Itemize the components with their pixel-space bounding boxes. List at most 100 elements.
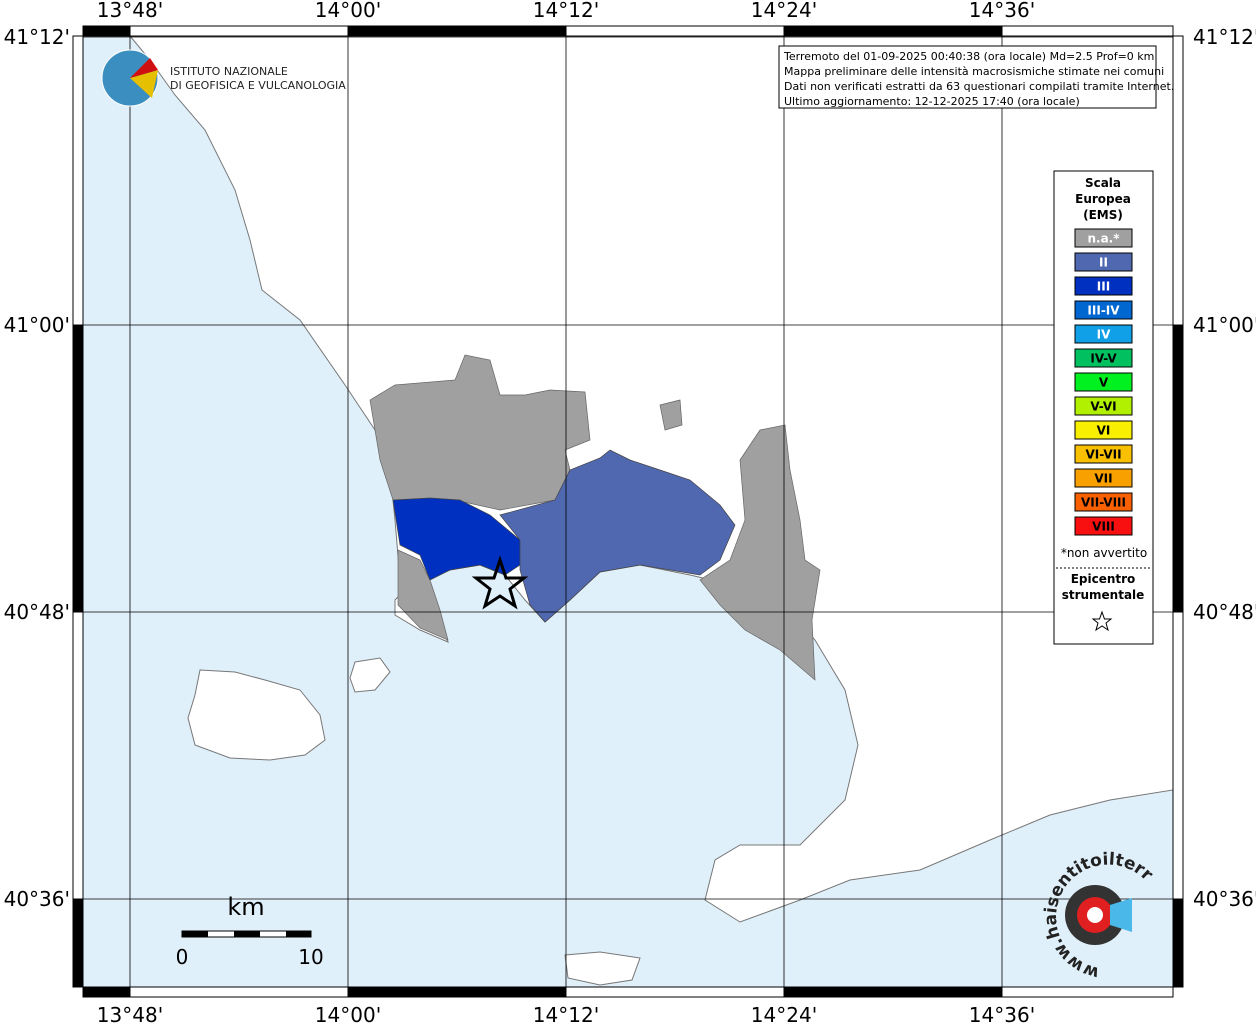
legend-label: VI [1097,424,1111,438]
lon-label: 14°36' [969,1003,1035,1024]
lon-label: 14°24' [751,1003,817,1024]
border-segment [72,324,84,613]
lon-label: 13°48' [97,0,163,22]
legend-swatch [1074,276,1133,296]
logo-text: DI GEOFISICA E VULCANOLOGIA [170,79,346,92]
legend-swatch [1074,492,1133,512]
legend-label: V-VI [1090,400,1116,414]
area-na-3 [659,399,683,431]
lat-label: 40°48' [4,600,70,624]
legend-label: IV-V [1090,352,1117,366]
legend-swatch [1074,396,1133,416]
scale-unit: km [227,893,264,921]
info-box-frame [778,45,1157,109]
legend-note: *non avvertito [1061,546,1147,560]
border-segment [783,25,1003,37]
legend-label: VIII [1092,520,1115,534]
info-line: Mappa preliminare delle intensità macros… [784,65,1164,78]
legend-title: Europea [1075,192,1131,206]
border-segment [1001,25,1174,37]
scale-bar-seg [286,931,311,937]
legend-swatch [1074,348,1133,368]
border-segment [129,25,349,37]
legend-swatch [1074,444,1133,464]
info-line: Ultimo aggiornamento: 12-12-2025 17:40 (… [784,95,1080,108]
logo-text: ISTITUTO NAZIONALE [170,65,288,78]
border-segment [783,986,1003,998]
border-segment [1172,35,1184,326]
border-segment [565,986,785,998]
scale-label: 10 [298,945,323,969]
legend: Scala Europea (EMS) *non avvertito Epice… [1053,170,1154,645]
legend-swatch [1074,372,1133,392]
scale-bar-seg [234,931,260,937]
island-ischia [187,669,326,761]
legend-title: Scala [1085,176,1121,190]
ingv-logo: ISTITUTO NAZIONALE DI GEOFISICA E VULCAN… [101,49,346,107]
lon-label: 14°00' [315,1003,381,1024]
legend-epicenter: strumentale [1062,588,1145,602]
frame: 13°48' 13°48' 14°00' 14°00' 14°12' 14°12' 14°2… [4,0,1256,1027]
border-segment [82,986,131,998]
island-procida [349,657,391,693]
scale-bar-seg [182,931,208,937]
area-na-2 [699,424,821,681]
legend-label: IV [1097,328,1111,342]
border-segment [1172,898,1184,988]
legend-swatch [1074,228,1133,248]
info-line: Dati non verificati estratti da 63 quest… [784,80,1174,93]
legend-label: VII-VIII [1081,496,1126,510]
border-segment [82,25,131,37]
legend-label: n.a.* [1087,232,1120,246]
border-segment [1172,324,1184,613]
legend-swatch [1074,516,1133,536]
border-segment [565,25,785,37]
hst-ring [1087,907,1103,923]
lat-label: 40°36' [1193,887,1256,911]
border-segment [129,986,349,998]
legend-title: (EMS) [1083,208,1123,222]
island-capri [564,951,641,986]
legend-epicenter: Epicentro [1071,572,1136,586]
legend-swatch [1074,252,1133,272]
info-line: Terremoto del 01-09-2025 00:40:38 (ora l… [783,50,1154,63]
legend-swatch [1074,300,1133,320]
area-ii [499,449,736,623]
hst-speaker [1110,898,1132,932]
logo-segment [130,58,158,78]
lon-label: 14°12' [533,1003,599,1024]
lat-label: 41°12' [4,25,70,49]
lat-label: 40°36' [4,887,70,911]
legend-swatch [1074,420,1133,440]
info-box: Terremoto del 01-09-2025 00:40:38 (ora l… [778,45,1174,109]
area-na-4 [397,549,449,641]
logo-segment [130,70,158,98]
epicenter-star [471,555,529,610]
lon-label: 14°24' [751,0,817,22]
legend-label: VII [1094,472,1112,486]
border-segment [1001,986,1174,998]
legend-swatch [1074,468,1133,488]
lon-label: 14°00' [315,0,381,22]
border-segment [72,35,84,326]
legend-label: VI-VII [1085,448,1121,462]
grid [83,36,1173,987]
lon-label: 14°12' [533,0,599,22]
legend-label: V [1099,376,1109,390]
lat-label: 41°12' [1193,25,1256,49]
lon-label: 13°48' [97,1003,163,1024]
legend-label: III-IV [1087,304,1120,318]
legend-star [1091,610,1113,632]
legend-label: II [1099,256,1108,270]
scale-label: 0 [176,945,189,969]
border-segment [72,611,84,900]
legend-label: III [1097,280,1110,294]
border-segment [72,898,84,988]
lat-label: 41°00' [4,313,70,337]
lat-label: 40°48' [1193,600,1256,624]
lat-label: 41°00' [1193,313,1256,337]
border-segment [347,986,567,998]
lon-label: 14°36' [969,0,1035,22]
legend-swatch [1074,324,1133,344]
